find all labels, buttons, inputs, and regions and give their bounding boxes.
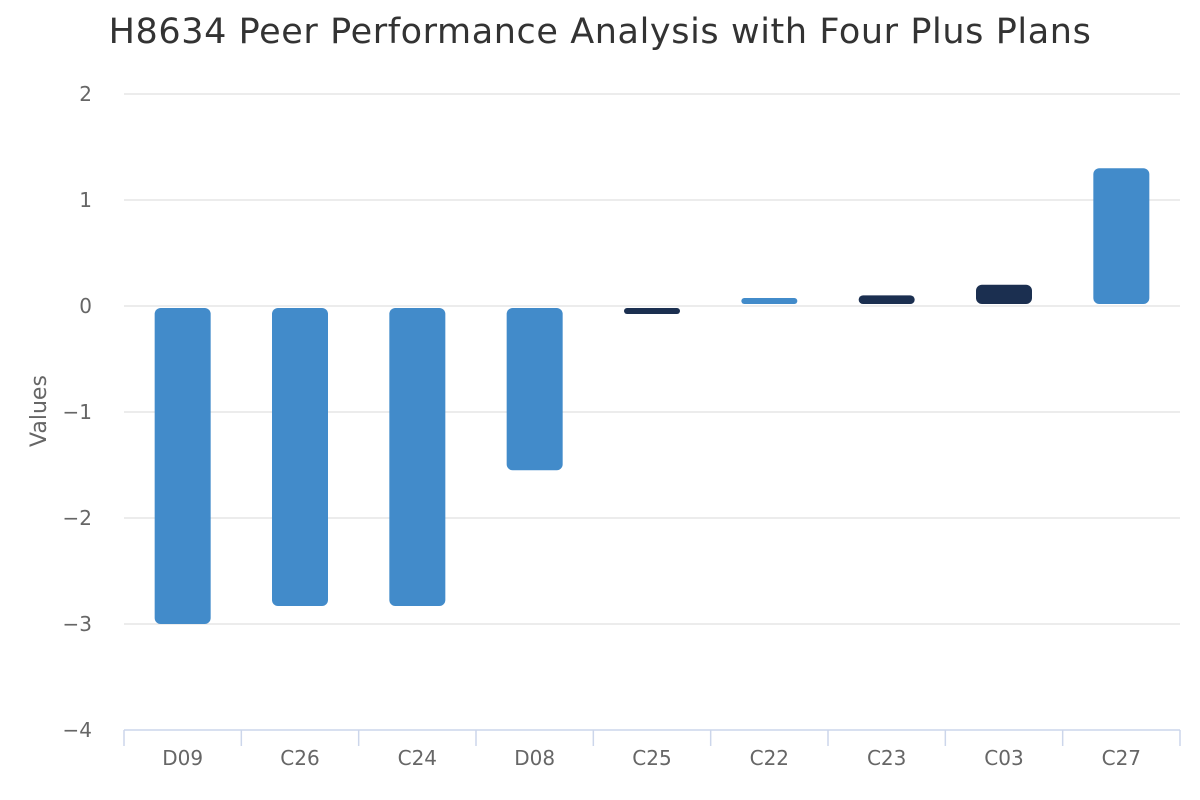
x-axis-ticks: D09 C26 C24 D08 C25 C22 C23 C03 C27: [123, 730, 1181, 770]
y-tick-label: 0: [79, 294, 92, 318]
x-tick-label: C03: [984, 746, 1023, 770]
y-tick-label: −1: [63, 400, 92, 424]
x-tick-label: C26: [280, 746, 319, 770]
x-tick-label: C23: [867, 746, 906, 770]
x-tick-label: C24: [398, 746, 437, 770]
y-tick-label: −4: [63, 718, 92, 742]
bar-c22: [741, 298, 798, 304]
x-tick-label: C22: [750, 746, 789, 770]
bar-c27: [1093, 168, 1150, 304]
bar-c26: [272, 308, 328, 606]
x-tick-label: D09: [162, 746, 203, 770]
bar-d08: [506, 308, 563, 471]
chart-title: H8634 Peer Performance Analysis with Fou…: [108, 12, 1092, 52]
bar-c23: [858, 295, 915, 304]
bar-c24: [389, 308, 446, 606]
bars: [154, 168, 1150, 624]
y-tick-label: 1: [79, 188, 92, 212]
x-tick-label: C27: [1102, 746, 1141, 770]
y-tick-label: −2: [63, 506, 92, 530]
bar-d09: [154, 308, 211, 624]
y-axis-title: Values: [27, 375, 52, 447]
bar-c03: [976, 284, 1032, 304]
y-tick-label: −3: [63, 612, 92, 636]
x-tick-label: C25: [632, 746, 671, 770]
x-tick-label: D08: [514, 746, 555, 770]
y-tick-label: 2: [79, 82, 92, 106]
y-axis-ticks: 2 1 0 −1 −2 −3 −4: [63, 82, 92, 742]
bar-c25: [624, 308, 680, 314]
